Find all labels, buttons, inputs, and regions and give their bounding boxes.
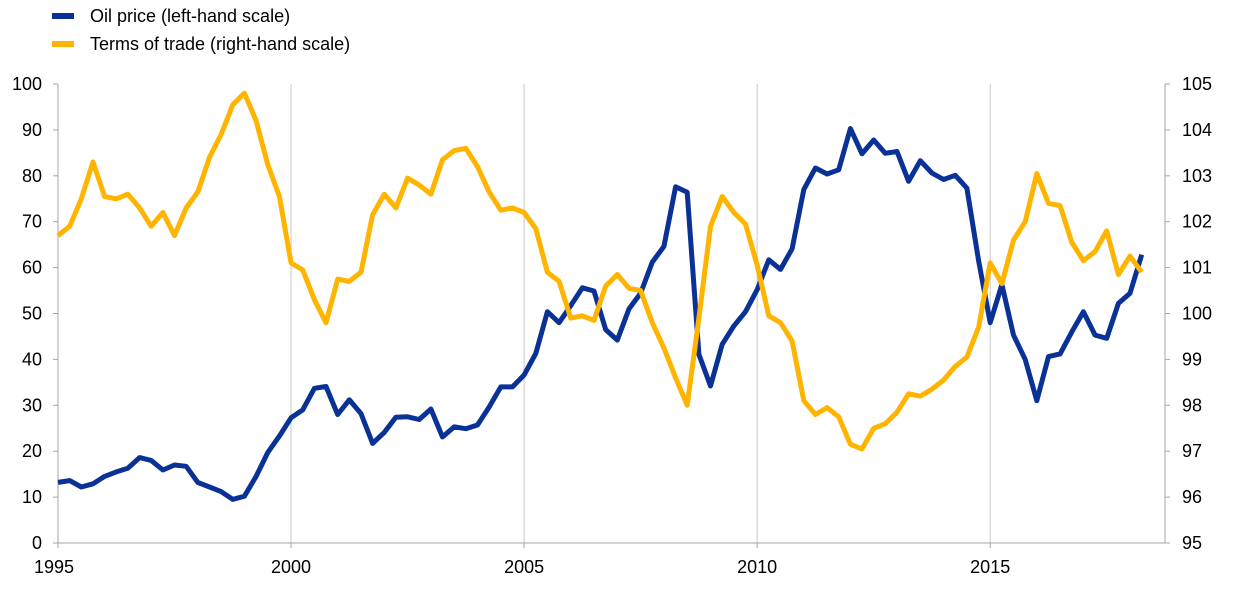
x-axis-tick-label: 1995 [34, 557, 74, 577]
right-axis-tick-label: 95 [1182, 533, 1202, 553]
legend-item-terms-of-trade: Terms of trade (right-hand scale) [52, 30, 350, 58]
axes [53, 83, 1170, 548]
left-axis-tick-label: 40 [22, 349, 42, 369]
legend: Oil price (left-hand scale) Terms of tra… [52, 2, 350, 58]
legend-item-oil-price: Oil price (left-hand scale) [52, 2, 350, 30]
right-axis-tick-label: 97 [1182, 441, 1202, 461]
left-axis-tick-label: 80 [22, 166, 42, 186]
right-axis-tick-label: 102 [1182, 212, 1212, 232]
right-axis-tick-label: 104 [1182, 120, 1212, 140]
x-axis-tick-label: 2015 [970, 557, 1010, 577]
x-axis-tick-label: 2000 [271, 557, 311, 577]
legend-swatch-terms-of-trade [52, 41, 74, 47]
right-axis-tick-label: 96 [1182, 487, 1202, 507]
x-axis-tick-label: 2010 [737, 557, 777, 577]
right-axis-tick-label: 100 [1182, 304, 1212, 324]
series-lines [56, 90, 1145, 502]
right-axis-tick-label: 105 [1182, 74, 1212, 94]
left-axis-tick-label: 100 [12, 74, 42, 94]
right-axis-tick-label: 103 [1182, 166, 1212, 186]
left-axis-tick-label: 50 [22, 304, 42, 324]
right-axis-tick-label: 101 [1182, 258, 1212, 278]
legend-swatch-oil-price [52, 13, 74, 19]
right-axis-tick-label: 99 [1182, 349, 1202, 369]
left-axis-tick-label: 30 [22, 395, 42, 415]
left-axis-tick-label: 10 [22, 487, 42, 507]
legend-label-oil-price: Oil price (left-hand scale) [90, 5, 291, 26]
x-axis-tick-label: 2005 [504, 557, 544, 577]
tick-labels: 0 10 20 30 40 50 60 70 80 90 100 95 96 97 98 99 100 101 10… [12, 74, 1212, 577]
left-axis-tick-label: 0 [32, 533, 42, 553]
left-axis-tick-label: 70 [22, 212, 42, 232]
right-axis-tick-label: 98 [1182, 395, 1202, 415]
left-axis-tick-label: 60 [22, 258, 42, 278]
left-axis-tick-label: 20 [22, 441, 42, 461]
gridlines [290, 84, 991, 543]
legend-label-terms-of-trade: Terms of trade (right-hand scale) [90, 33, 351, 54]
left-axis-tick-label: 90 [22, 120, 42, 140]
series-line-terms-of-trade [56, 90, 1144, 452]
